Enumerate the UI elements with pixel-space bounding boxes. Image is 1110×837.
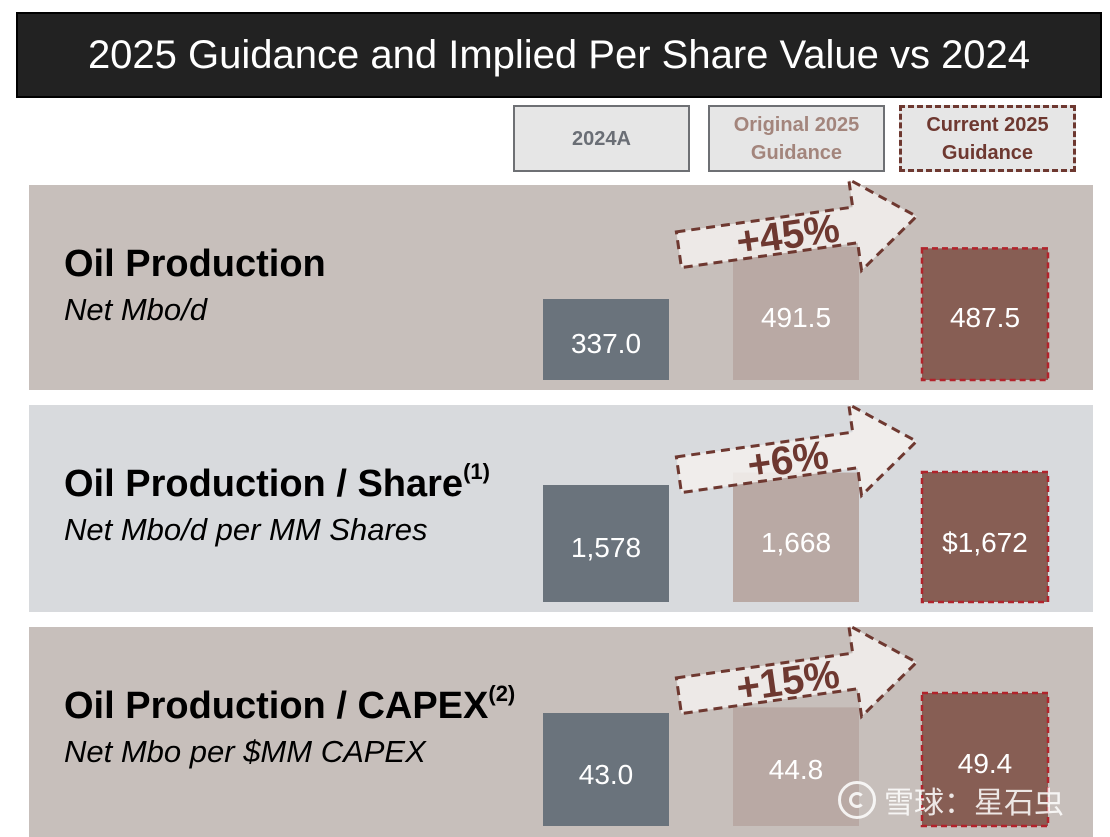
column-header-current-2025: Current 2025 Guidance — [899, 105, 1076, 172]
bar-value-label: 487.5 — [950, 302, 1020, 333]
bar-2024a — [543, 485, 669, 602]
panel-subtitle: Net Mbo/d per MM Shares — [64, 512, 428, 547]
footnote-marker: (1) — [463, 459, 490, 484]
bar-original-2025 — [733, 472, 859, 602]
slide-title: 2025 Guidance and Implied Per Share Valu… — [16, 12, 1102, 98]
watermark-text: 雪球：星石虫 — [884, 787, 1064, 820]
bar-value-label: 1,578 — [571, 532, 641, 563]
percent-change-label: +15% — [734, 652, 843, 710]
bar-value-label: 44.8 — [769, 754, 824, 785]
bar-original-2025 — [733, 247, 859, 380]
panel-label: Oil Production / CAPEX(2) Net Mbo per $M… — [64, 681, 516, 770]
column-header-2024a: 2024A — [513, 105, 690, 172]
panel-subtitle: Net Mbo per $MM CAPEX — [64, 734, 426, 769]
panel-label: Oil Production Net Mbo/d — [64, 243, 326, 328]
snowball-logo-icon — [838, 781, 876, 819]
panel-title: Oil Production — [64, 243, 326, 285]
bar-current-2025 — [920, 691, 1050, 828]
bar-current-2025 — [920, 470, 1050, 604]
bar-value-label: 1,668 — [761, 527, 831, 558]
panel-title: Oil Production / Share(1) — [64, 459, 490, 505]
bar-value-label: 491.5 — [761, 302, 831, 333]
panel-title: Oil Production / CAPEX(2) — [64, 681, 516, 727]
growth-arrow-icon: +45% — [674, 176, 920, 274]
bar-value-label: 43.0 — [579, 759, 634, 790]
footnote-marker: (2) — [488, 681, 516, 706]
bar-value-label: 337.0 — [571, 328, 641, 359]
panel-subtitle: Net Mbo/d — [64, 292, 208, 327]
panel-label: Oil Production / Share(1) Net Mbo/d per … — [64, 459, 490, 548]
bar-original-2025 — [733, 707, 859, 826]
bar-2024a — [543, 299, 669, 380]
bar-2024a — [543, 713, 669, 826]
column-header-original-2025: Original 2025 Guidance — [708, 105, 885, 172]
bar-value-label: 49.4 — [958, 748, 1013, 779]
bar-value-label: $1,672 — [942, 527, 1028, 558]
bar-current-2025 — [920, 247, 1050, 382]
watermark: 雪球：星石虫 — [838, 778, 1064, 822]
